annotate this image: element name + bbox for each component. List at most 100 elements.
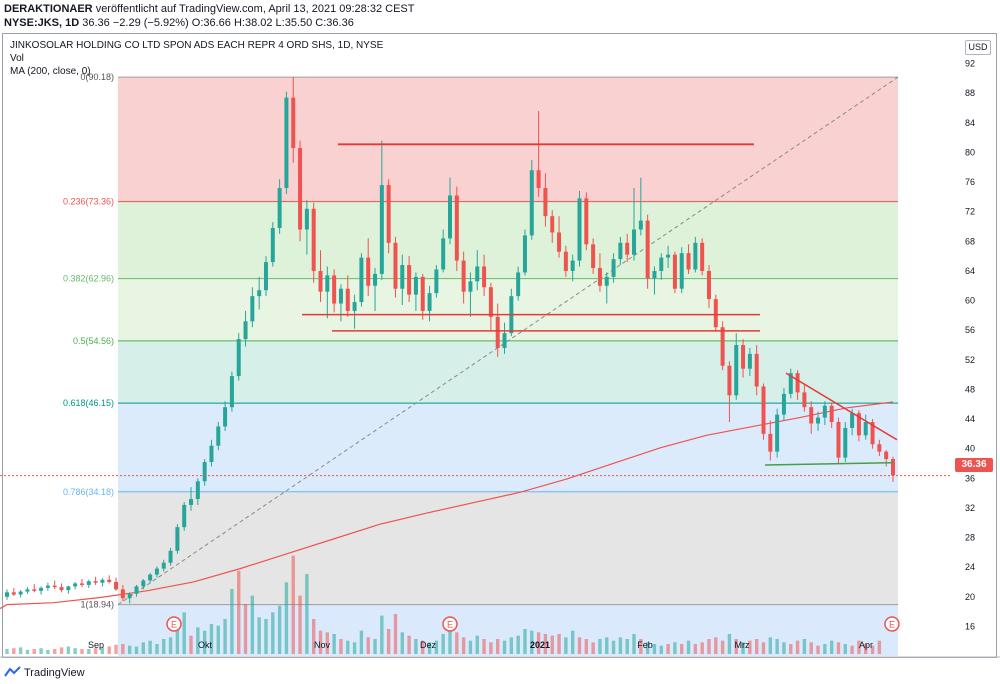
volume-bar — [550, 635, 554, 654]
candle-body — [475, 266, 480, 282]
candle-body — [802, 392, 807, 408]
tradingview-brand[interactable]: TradingView — [24, 667, 85, 679]
volume-bar — [66, 646, 71, 654]
candle-body — [154, 568, 159, 575]
candle-body — [720, 327, 725, 366]
volume-bar — [237, 570, 241, 654]
candle-body — [809, 407, 814, 424]
fib-level-label: 0.786(34.18) — [63, 487, 114, 497]
volume-bar — [427, 642, 432, 654]
volume-bar — [407, 635, 411, 654]
candle-body — [557, 232, 562, 252]
candle-body — [741, 345, 746, 369]
fib-band — [118, 491, 898, 605]
volume-bar — [754, 639, 759, 654]
triangle-support-line — [764, 461, 894, 466]
y-axis-tick-label: 16 — [965, 621, 975, 631]
candle-body — [441, 238, 446, 270]
volume-bar — [291, 555, 295, 654]
volume-bar — [373, 639, 377, 654]
candle-body — [652, 270, 657, 279]
fib-level-label: 0.5(54.56) — [73, 336, 114, 346]
volume-bar — [380, 615, 384, 654]
volume-bar — [843, 644, 847, 654]
candle-body — [495, 316, 500, 348]
candlestick-chart[interactable]: 0(90.18) 0.236(73.36) 0.382(62.96) 0.5(54.5… — [0, 34, 1000, 662]
y-axis-tick-label: 92 — [965, 59, 975, 69]
candle-body — [134, 586, 139, 594]
y-axis-tick-label: 72 — [965, 207, 975, 217]
candle-body — [263, 262, 268, 291]
chart-info-bar: DERAKTIONAER veröffentlicht auf TradingV… — [0, 0, 1000, 32]
volume-bar — [877, 640, 882, 654]
candle-body — [270, 228, 275, 263]
y-axis-tick-label: 52 — [965, 355, 975, 365]
last-price-tag: 36.36 — [955, 458, 993, 472]
candle-body — [32, 589, 37, 591]
volume-bar — [645, 642, 650, 654]
volume-bar — [611, 640, 616, 654]
volume-bar — [652, 644, 657, 654]
volume-bar — [870, 645, 875, 654]
candle-body — [86, 581, 91, 585]
volume-bar — [400, 632, 404, 654]
volume-bar — [530, 630, 534, 654]
volume-bar — [850, 645, 854, 654]
volume-bar — [543, 634, 548, 654]
candle-body — [666, 254, 671, 258]
candle-body — [781, 393, 786, 415]
candle-body — [768, 433, 773, 452]
volume-bar — [829, 640, 834, 654]
candle-body — [318, 270, 323, 292]
candle-body — [93, 581, 98, 583]
currency-button[interactable]: USD — [965, 40, 991, 55]
volume-bar — [748, 640, 752, 654]
candle-body — [461, 260, 466, 292]
candle-body — [829, 405, 834, 423]
fib-level-label: 0.382(62.96) — [63, 274, 114, 284]
candle-body — [659, 257, 664, 271]
candle-body — [584, 198, 589, 245]
volume-bar — [250, 595, 255, 654]
candle-body — [700, 242, 705, 271]
volume-bar — [789, 644, 793, 654]
candle-body — [127, 593, 132, 599]
candle-body — [195, 481, 200, 500]
candle-body — [18, 591, 23, 595]
candle-body — [182, 504, 187, 528]
y-axis-tick-label: 80 — [965, 147, 975, 157]
candle-body — [816, 417, 821, 424]
volume-bar — [107, 646, 111, 654]
candle-body — [325, 275, 330, 292]
candle-body — [604, 276, 609, 286]
candle-body — [727, 365, 732, 396]
published-text: veröffentlicht auf TradingView.com, Apri… — [95, 3, 415, 15]
x-axis-tick-label: Nov — [314, 640, 331, 650]
fib-level-label: 0(90.18) — [80, 72, 114, 82]
volume-bar — [114, 644, 118, 654]
candle-body — [747, 353, 752, 369]
candle-body — [359, 257, 364, 303]
candle-body — [795, 373, 800, 393]
candle-body — [529, 170, 534, 236]
volume-bar — [802, 639, 807, 654]
volume-bar — [127, 645, 132, 654]
volume-bar — [46, 649, 50, 654]
candle-body — [448, 195, 452, 239]
volume-bar — [475, 635, 479, 654]
volume-bar — [659, 645, 663, 654]
tradingview-logo-icon[interactable] — [4, 666, 22, 678]
candle-body — [277, 188, 282, 229]
candle-body — [522, 235, 527, 273]
volume-bar — [761, 642, 766, 654]
volume-bar — [148, 640, 152, 654]
y-axis-tick-label: 64 — [965, 266, 975, 276]
x-axis-tick-label: Okt — [198, 640, 213, 650]
candle-body — [482, 266, 487, 288]
y-axis-tick-label: 60 — [965, 296, 975, 306]
candle-body — [107, 579, 112, 582]
volume-bar — [680, 644, 684, 654]
candle-body — [175, 527, 180, 551]
volume-bar — [366, 637, 370, 654]
descending-trendline — [785, 372, 898, 441]
